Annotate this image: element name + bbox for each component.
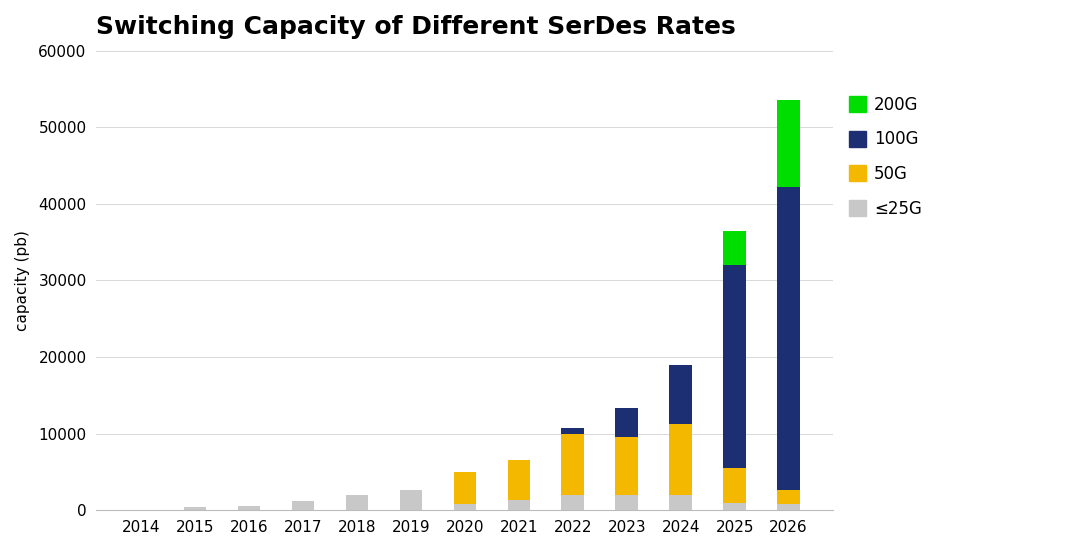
Text: Switching Capacity of Different SerDes Rates: Switching Capacity of Different SerDes R… [96, 15, 736, 39]
Bar [183, 507, 207, 510]
Bar [777, 491, 800, 504]
Bar [669, 495, 693, 510]
Bar [615, 437, 638, 495]
Bar [615, 495, 638, 510]
Y-axis label: capacity (pb): capacity (pb) [15, 230, 30, 331]
Bar [562, 434, 584, 495]
Bar [724, 468, 746, 503]
Bar [562, 427, 584, 434]
Bar [777, 187, 800, 491]
Bar [724, 503, 746, 510]
Bar [453, 472, 476, 504]
Bar [507, 460, 531, 499]
Bar [669, 365, 693, 425]
Bar [292, 501, 314, 510]
Bar [777, 100, 800, 187]
Bar [130, 509, 152, 510]
Bar [453, 504, 476, 510]
Bar [777, 504, 800, 510]
Bar [724, 265, 746, 468]
Bar [345, 495, 369, 510]
Bar [669, 425, 693, 495]
Bar [400, 491, 422, 510]
Legend: 200G, 100G, 50G, ≤25G: 200G, 100G, 50G, ≤25G [849, 96, 922, 218]
Bar [507, 499, 531, 510]
Bar [562, 495, 584, 510]
Bar [238, 505, 260, 510]
Bar [615, 408, 638, 437]
Bar [724, 230, 746, 265]
